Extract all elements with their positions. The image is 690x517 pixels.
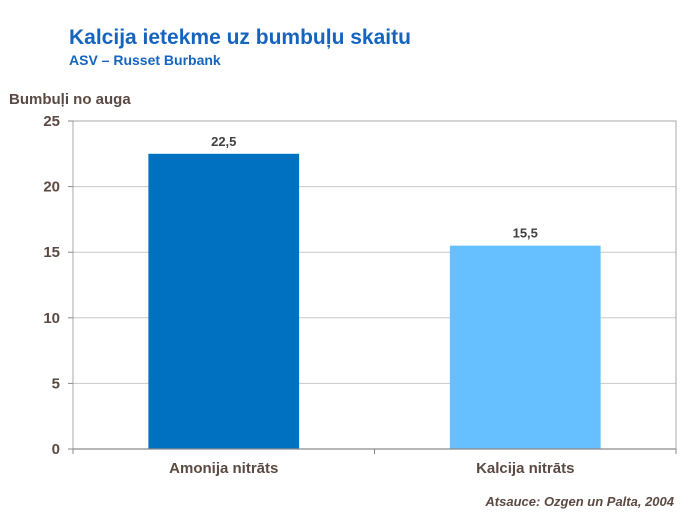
source-note: Atsauce: Ozgen un Palta, 2004 [485,494,674,509]
bars [148,153,601,450]
y-tick-label: 25 [43,113,60,130]
y-axis-label: Bumbuļi no auga [9,91,131,108]
chart-title: Kalcija ietekme uz bumbuļu skaitu [69,26,411,49]
y-tick-label: 15 [43,244,60,261]
x-tick-label: Amonija nitrāts [169,460,278,477]
bar [449,245,601,449]
x-tick-label: Kalcija nitrāts [476,460,574,477]
labels: 0 5 10 15 20 25 22,5 Amonija nitrāts 15,5 Kalcija… [43,113,574,477]
y-tick-label: 0 [52,441,60,458]
bar-value-label: 22,5 [211,134,236,149]
y-tick-label: 20 [43,179,60,196]
y-tick-label: 5 [52,375,60,392]
bar-value-label: 15,5 [513,226,538,241]
y-tick-label: 10 [43,310,60,327]
axes [68,120,677,454]
chart-subtitle: ASV – Russet Burbank [69,52,221,68]
bar [148,153,300,450]
